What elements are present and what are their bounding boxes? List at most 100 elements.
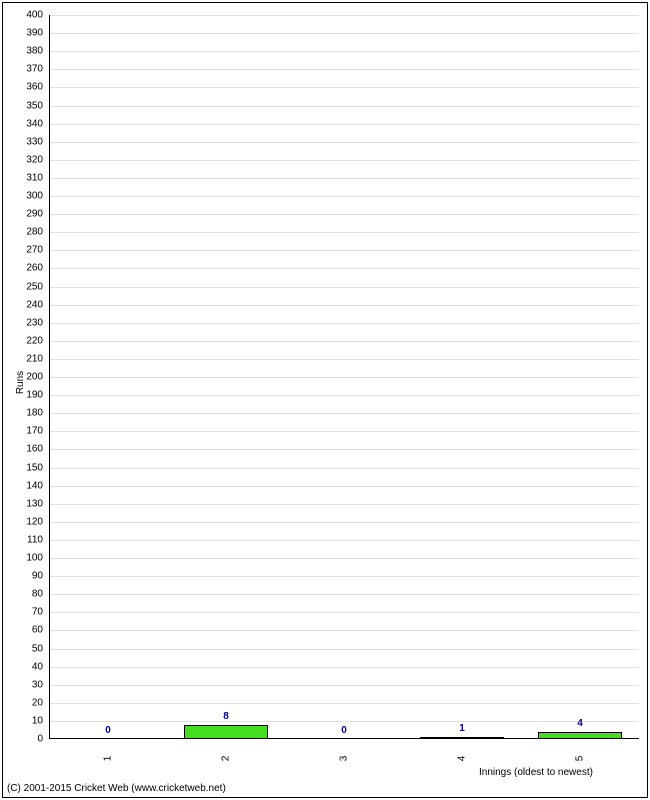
- chart-frame: 0102030405060708090100110120130140150160…: [2, 2, 648, 798]
- gridline: [49, 287, 639, 288]
- y-tick-label: 60: [32, 625, 43, 636]
- gridline: [49, 341, 639, 342]
- y-tick-label: 300: [26, 191, 43, 202]
- gridline: [49, 142, 639, 143]
- y-tick-label: 30: [32, 679, 43, 690]
- y-tick-label: 110: [27, 534, 43, 545]
- gridline: [49, 15, 639, 16]
- y-tick-label: 10: [32, 715, 43, 726]
- y-tick-label: 50: [32, 643, 43, 654]
- y-tick-label: 130: [26, 498, 43, 509]
- gridline: [49, 703, 639, 704]
- gridline: [49, 250, 639, 251]
- y-tick-label: 250: [26, 281, 43, 292]
- y-tick-label: 100: [26, 553, 43, 564]
- y-tick-label: 370: [26, 64, 43, 75]
- y-tick-label: 320: [26, 154, 43, 165]
- y-axis-title: Runs: [15, 371, 26, 394]
- bar-value-label: 8: [223, 711, 229, 722]
- y-tick-label: 270: [26, 245, 43, 256]
- plot-area: 0102030405060708090100110120130140150160…: [49, 15, 639, 739]
- y-tick-label: 400: [26, 10, 43, 21]
- x-tick-label: 3: [339, 756, 350, 762]
- gridline: [49, 413, 639, 414]
- bar-value-label: 4: [577, 718, 583, 729]
- bar-value-label: 1: [459, 723, 465, 734]
- bar: [420, 737, 505, 739]
- gridline: [49, 323, 639, 324]
- y-tick-label: 180: [26, 408, 43, 419]
- y-tick-label: 390: [26, 28, 43, 39]
- gridline: [49, 51, 639, 52]
- y-tick-label: 170: [26, 426, 43, 437]
- x-tick-label: 5: [575, 756, 586, 762]
- gridline: [49, 431, 639, 432]
- gridline: [49, 124, 639, 125]
- gridline: [49, 214, 639, 215]
- gridline: [49, 69, 639, 70]
- gridline: [49, 576, 639, 577]
- y-tick-label: 120: [26, 516, 43, 527]
- copyright-text: (C) 2001-2015 Cricket Web (www.cricketwe…: [7, 783, 226, 794]
- gridline: [49, 612, 639, 613]
- y-tick-label: 190: [26, 390, 43, 401]
- gridline: [49, 594, 639, 595]
- y-tick-label: 80: [32, 589, 43, 600]
- y-tick-label: 360: [26, 82, 43, 93]
- y-tick-label: 0: [37, 734, 43, 745]
- y-tick-label: 330: [26, 136, 43, 147]
- gridline: [49, 486, 639, 487]
- gridline: [49, 449, 639, 450]
- gridline: [49, 359, 639, 360]
- gridline: [49, 721, 639, 722]
- y-tick-label: 340: [26, 118, 43, 129]
- gridline: [49, 667, 639, 668]
- gridline: [49, 33, 639, 34]
- bar: [538, 732, 623, 739]
- y-tick-label: 240: [26, 299, 43, 310]
- x-tick-label: 2: [221, 756, 232, 762]
- gridline: [49, 540, 639, 541]
- bar-value-label: 0: [105, 725, 111, 736]
- y-tick-label: 210: [26, 353, 43, 364]
- y-tick-label: 260: [26, 263, 43, 274]
- gridline: [49, 522, 639, 523]
- gridline: [49, 395, 639, 396]
- y-tick-label: 40: [32, 661, 43, 672]
- y-tick-label: 160: [26, 444, 43, 455]
- gridline: [49, 468, 639, 469]
- gridline: [49, 268, 639, 269]
- gridline: [49, 377, 639, 378]
- y-tick-label: 350: [26, 100, 43, 111]
- gridline: [49, 178, 639, 179]
- x-tick-label: 4: [457, 756, 468, 762]
- gridline: [49, 87, 639, 88]
- gridline: [49, 106, 639, 107]
- gridline: [49, 558, 639, 559]
- gridline: [49, 685, 639, 686]
- x-tick-label: 1: [103, 756, 114, 762]
- y-tick-label: 230: [26, 317, 43, 328]
- y-axis-line: [49, 15, 50, 739]
- y-tick-label: 140: [26, 480, 43, 491]
- gridline: [49, 196, 639, 197]
- gridline: [49, 160, 639, 161]
- y-tick-label: 290: [26, 209, 43, 220]
- gridline: [49, 305, 639, 306]
- y-tick-label: 220: [26, 335, 43, 346]
- x-axis-title: Innings (oldest to newest): [479, 767, 593, 778]
- bar-value-label: 0: [341, 725, 347, 736]
- y-tick-label: 200: [26, 372, 43, 383]
- bar: [184, 725, 269, 739]
- gridline: [49, 232, 639, 233]
- y-tick-label: 150: [26, 462, 43, 473]
- gridline: [49, 649, 639, 650]
- gridline: [49, 504, 639, 505]
- gridline: [49, 630, 639, 631]
- y-tick-label: 310: [26, 172, 43, 183]
- y-tick-label: 20: [32, 697, 43, 708]
- y-tick-label: 380: [26, 46, 43, 57]
- y-tick-label: 70: [32, 607, 43, 618]
- y-tick-label: 90: [32, 571, 43, 582]
- y-tick-label: 280: [26, 227, 43, 238]
